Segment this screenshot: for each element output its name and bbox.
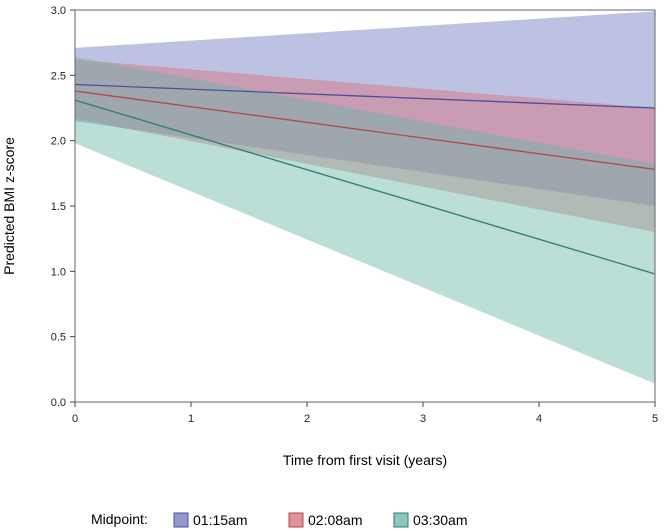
line-01-15am	[74, 83, 656, 109]
y-axis-title: Predicted BMI z-score	[1, 137, 17, 275]
x-tick-label: 2	[304, 413, 310, 425]
legend-swatch	[173, 512, 189, 528]
band-01-15am	[75, 11, 655, 206]
band-02-08am	[75, 59, 655, 233]
legend: Midpoint: 01:15am 02:08am 03:30am	[91, 511, 467, 528]
x-tick-label: 4	[536, 413, 542, 425]
y-tick-label: 1.5	[51, 201, 66, 213]
x-tick-label: 1	[188, 413, 194, 425]
legend-label: 01:15am	[193, 512, 247, 528]
y-tick-label: 2.5	[51, 70, 66, 82]
line-02-08am	[74, 90, 656, 171]
line-03-30am	[74, 99, 656, 275]
y-tick-label: 0.0	[51, 397, 66, 409]
x-tick-label: 0	[72, 413, 78, 425]
x-axis-ticks: 0 1 2 3 4 5	[72, 402, 658, 425]
legend-label: 02:08am	[308, 512, 362, 528]
x-tick-label: 3	[420, 413, 426, 425]
y-tick-label: 2.0	[51, 136, 66, 148]
x-tick-label: 5	[652, 413, 658, 425]
prediction-lines	[74, 83, 656, 275]
y-tick-label: 3.0	[51, 5, 66, 17]
y-tick-label: 1.0	[51, 266, 66, 278]
legend-title: Midpoint:	[91, 511, 148, 527]
band-03-30am	[75, 57, 655, 384]
legend-label: 03:30am	[413, 512, 467, 528]
confidence-bands	[75, 11, 655, 384]
legend-swatch	[288, 512, 304, 528]
y-axis-ticks: 0.0 0.5 1.0 1.5 2.0 2.5 3.0	[51, 5, 75, 409]
y-tick-label: 0.5	[51, 332, 66, 344]
x-axis-title: Time from first visit (years)	[283, 452, 447, 468]
legend-swatch	[393, 512, 409, 528]
